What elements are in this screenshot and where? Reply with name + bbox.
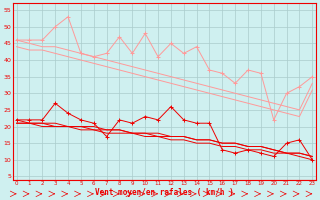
X-axis label: Vent moyen/en rafales ( km/h ): Vent moyen/en rafales ( km/h ) (95, 188, 234, 197)
